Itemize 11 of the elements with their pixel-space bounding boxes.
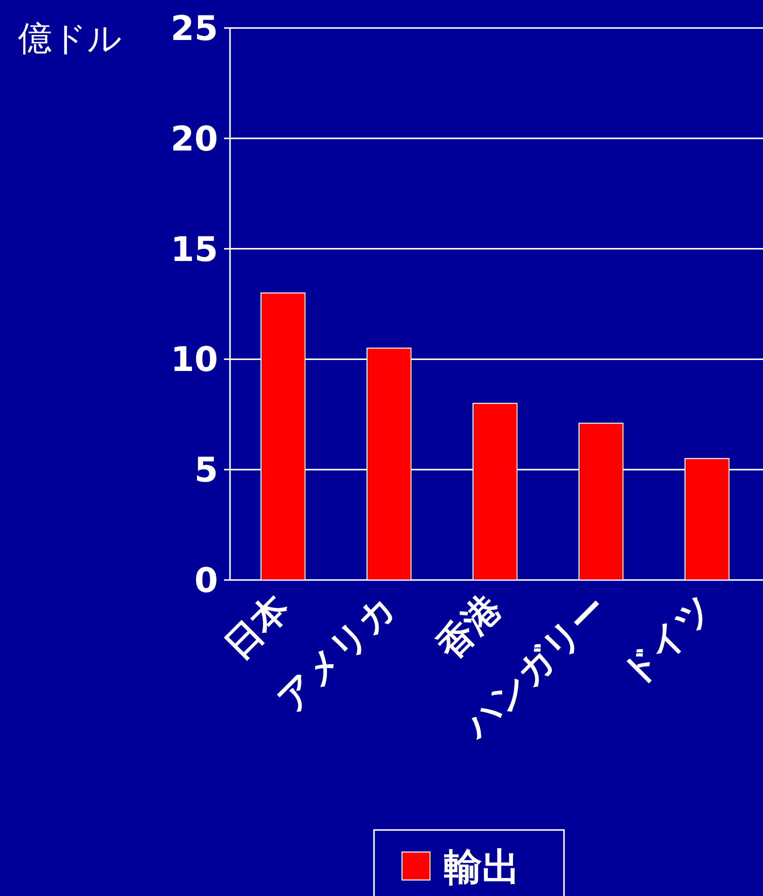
- y-axis-title: 億ドル: [18, 19, 122, 59]
- y-tick-label: 5: [194, 450, 218, 491]
- y-tick-label: 0: [194, 561, 218, 601]
- x-tick-label: ドイツ: [614, 587, 722, 695]
- x-tick-label: 日本: [217, 587, 298, 668]
- legend-label: 輸出: [444, 845, 520, 889]
- y-tick-label: 15: [170, 230, 218, 270]
- x-tick-label: 香港: [428, 587, 510, 668]
- y-tick-label: 25: [170, 9, 218, 49]
- y-tick-label: 20: [170, 119, 218, 160]
- y-tick-label: 10: [170, 340, 218, 380]
